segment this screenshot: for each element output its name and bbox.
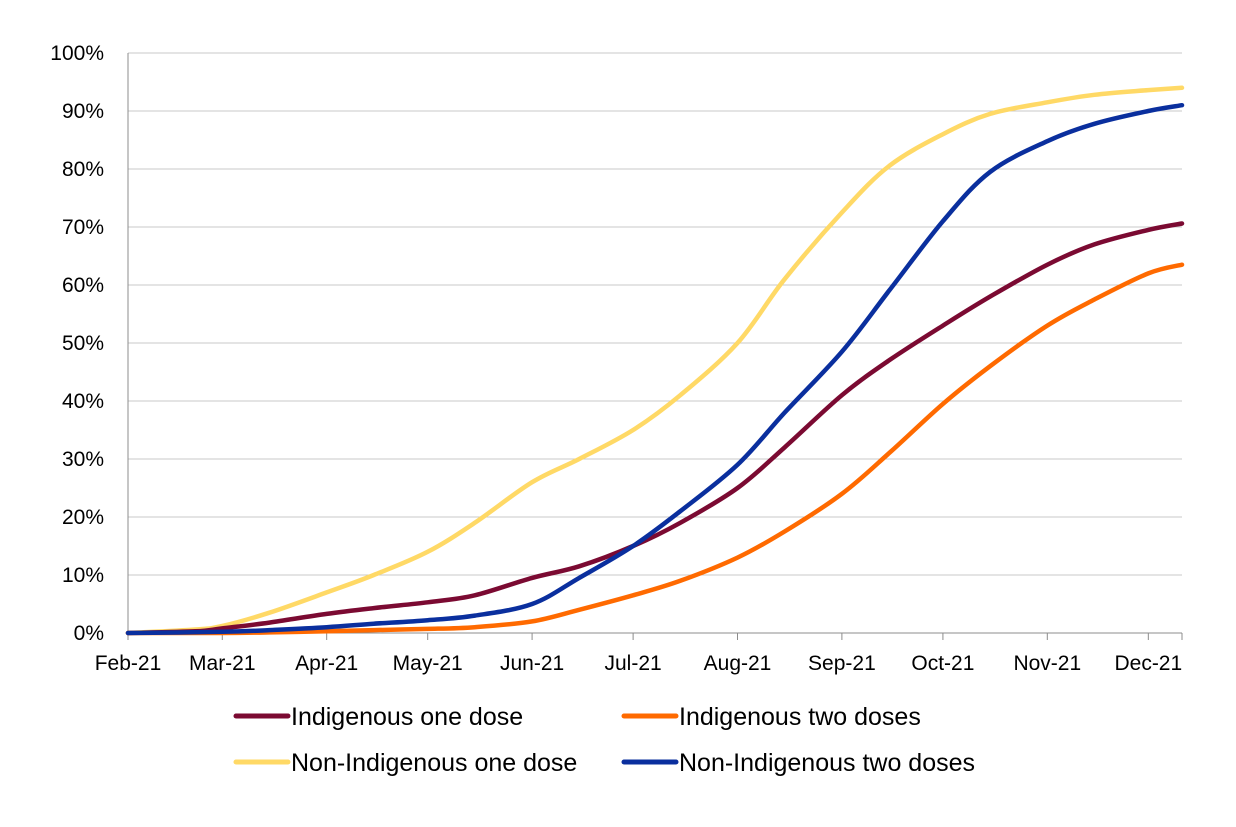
x-tick-label: May-21 [393,652,463,675]
y-tick-label: 20% [62,506,104,529]
x-tick-label: Jul-21 [605,652,662,675]
y-tick-label: 60% [62,274,104,297]
legend-item: Non-Indigenous one dose [233,749,577,777]
y-tick-label: 40% [62,390,104,413]
series-lines [125,85,1185,636]
legend-label: Non-Indigenous two doses [679,749,975,777]
y-tick-label: 50% [62,332,104,355]
x-tick-label: Apr-21 [295,652,358,675]
legend-label: Indigenous two doses [679,703,921,731]
x-tick-label: Dec-21 [1114,652,1182,675]
x-tick-label: Oct-21 [911,652,974,675]
x-tick-label: Nov-21 [1013,652,1081,675]
x-tick-label: Sep-21 [808,652,876,675]
series-line-non-indigenous-one-dose [125,85,1185,636]
series-line-indigenous-one-dose [125,221,1185,636]
legend-label: Non-Indigenous one dose [291,749,577,777]
y-tick-label: 10% [62,564,104,587]
y-tick-label: 0% [74,622,104,645]
x-tick-label: Feb-21 [95,652,162,675]
x-tick-label: Aug-21 [704,652,772,675]
legend-item: Indigenous two doses [621,703,921,731]
series-line-indigenous-two-doses [125,262,1185,636]
axes: 0% 10% 20% 30% 40% 50% 60% 70% 80% 90% 100% Feb-21 M… [50,42,1183,675]
legend-item: Indigenous one dose [233,703,523,731]
gridlines [128,52,1182,576]
legend-item: Non-Indigenous two doses [621,749,975,777]
x-tick-label: Jun-21 [500,652,564,675]
legend: Indigenous one dose Indigenous two doses N… [233,703,975,777]
y-tick-label: 30% [62,448,104,471]
y-tick-label: 90% [62,100,104,123]
y-tick-label: 70% [62,216,104,239]
y-tick-label: 80% [62,158,104,181]
x-tick-label: Mar-21 [189,652,256,675]
series-line-non-indigenous-two-doses [125,102,1185,636]
y-tick-label: 100% [50,42,104,65]
legend-label: Indigenous one dose [291,703,523,731]
